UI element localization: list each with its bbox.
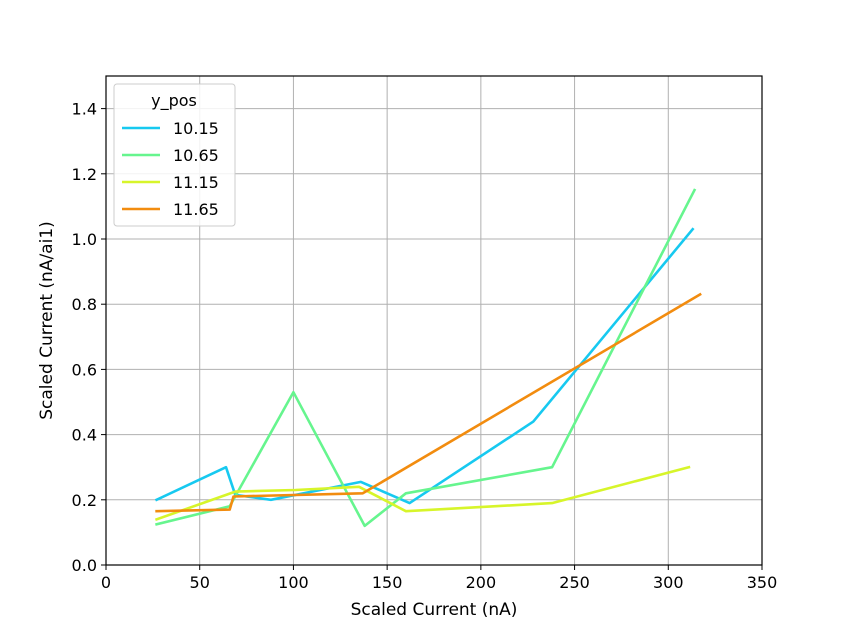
legend: y_pos 10.15 10.65 11.15 11.65 <box>113 83 236 227</box>
legend-box <box>113 83 236 227</box>
y-tick-label: 0.8 <box>72 295 97 314</box>
y-tick-label: 1.2 <box>72 165 97 184</box>
x-axis: 0 50 100 150 200 250 300 350 <box>101 565 777 592</box>
x-tick-label: 200 <box>466 573 497 592</box>
series-line-10.65 <box>155 188 697 528</box>
legend-title: y_pos <box>151 91 197 111</box>
series-lines <box>154 188 702 528</box>
x-axis-label: Scaled Current (nA) <box>351 600 518 620</box>
y-axis-label: Scaled Current (nA/ai1) <box>37 221 57 420</box>
legend-label-11.65: 11.65 <box>173 200 219 219</box>
y-tick-label: 1.4 <box>72 100 97 119</box>
y-tick-label: 1.0 <box>72 230 97 249</box>
y-tick-label: 0.2 <box>72 491 97 510</box>
legend-label-10.65: 10.65 <box>173 146 219 165</box>
y-tick-label: 0.0 <box>72 556 97 575</box>
legend-label-10.15: 10.15 <box>173 119 219 138</box>
y-tick-label: 0.4 <box>72 426 97 445</box>
series-line-10.15 <box>154 227 695 505</box>
y-axis: 0.0 0.2 0.4 0.6 0.8 1.0 1.2 1.4 <box>72 100 106 575</box>
legend-items: 10.15 10.65 11.15 11.65 <box>122 119 219 219</box>
x-tick-label: 150 <box>372 573 403 592</box>
legend-label-11.15: 11.15 <box>173 173 219 192</box>
plot-frame <box>105 75 763 566</box>
x-tick-label: 250 <box>559 573 590 592</box>
grid <box>105 76 763 566</box>
x-tick-label: 100 <box>278 573 309 592</box>
x-tick-label: 350 <box>747 573 778 592</box>
x-tick-label: 50 <box>190 573 210 592</box>
series-line-11.65 <box>155 292 702 513</box>
x-tick-label: 0 <box>101 573 111 592</box>
x-tick-label: 300 <box>653 573 684 592</box>
series-line-11.15 <box>154 465 691 522</box>
y-tick-label: 0.6 <box>72 360 97 379</box>
